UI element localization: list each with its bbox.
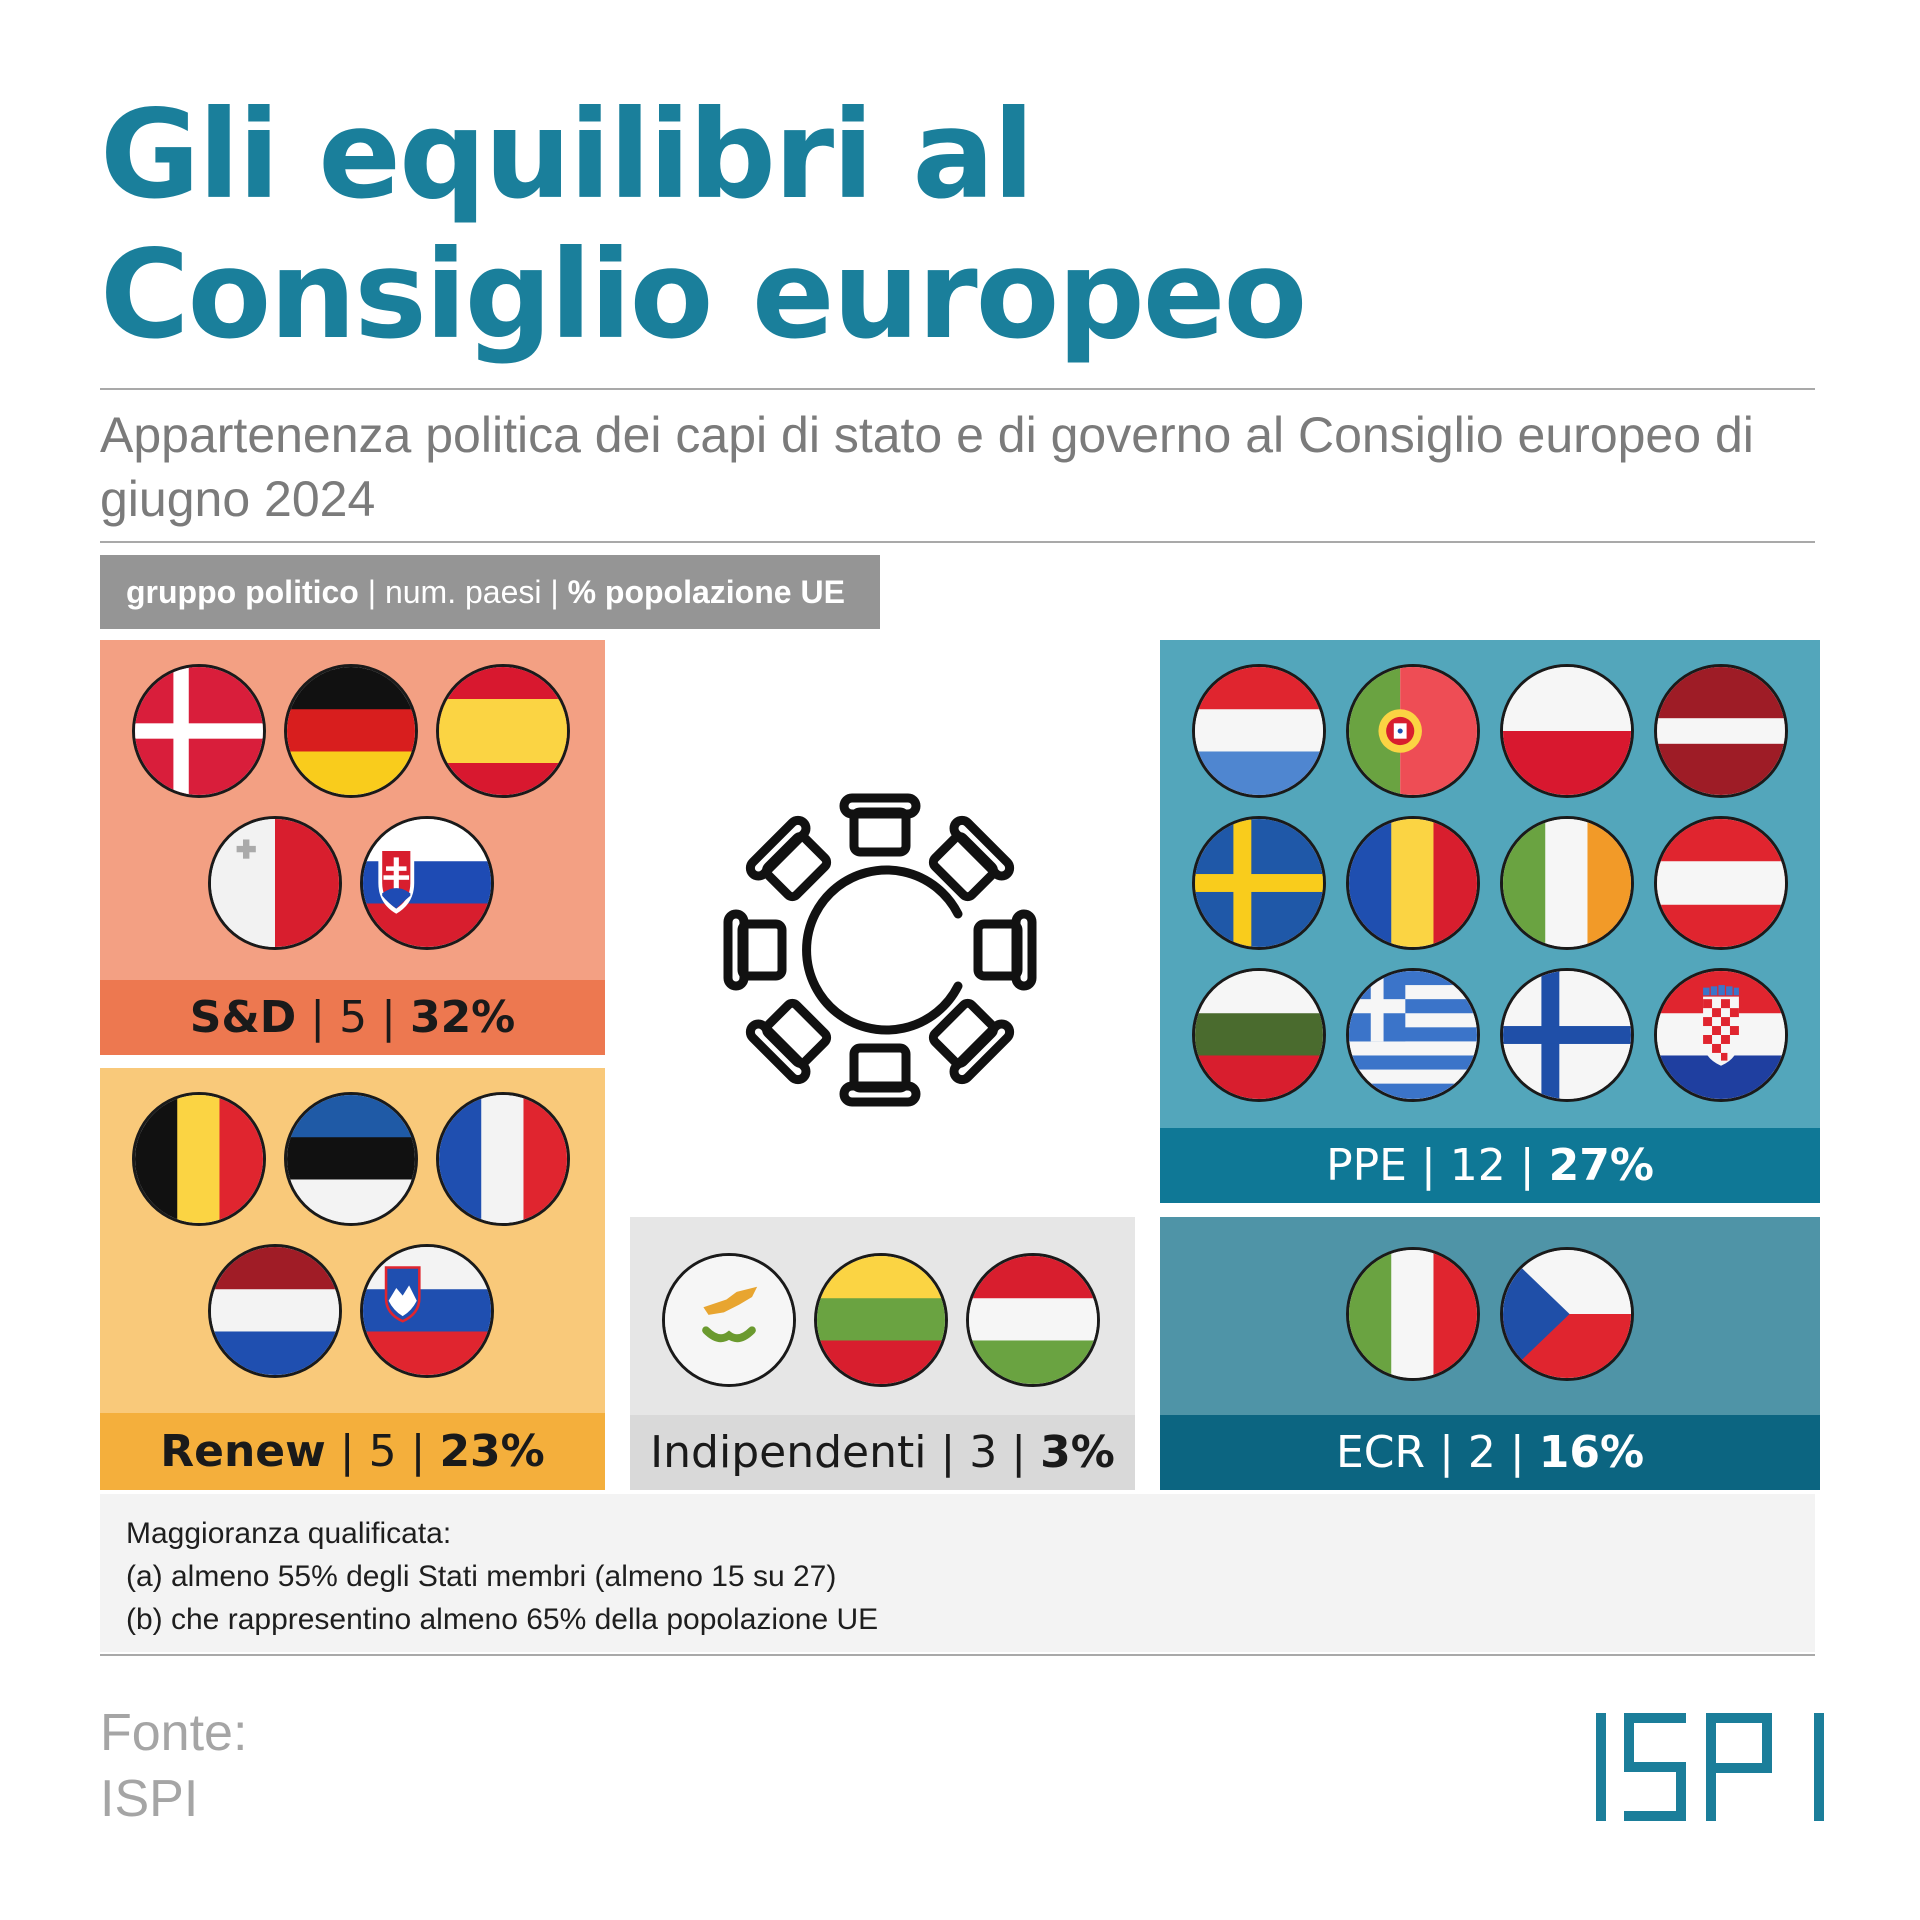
group-population: 23% xyxy=(439,1426,545,1477)
group-panel-sd: S&D | 5 | 32% xyxy=(100,640,605,1055)
legend-separator: | xyxy=(541,574,568,610)
group-name: Indipendenti xyxy=(650,1427,927,1478)
slovakia-flag xyxy=(360,816,494,950)
round-table-icon xyxy=(723,793,1037,1107)
ireland-flag xyxy=(1500,816,1634,950)
source-label: Fonte: xyxy=(100,1704,248,1762)
group-population: 3% xyxy=(1040,1427,1115,1478)
group-population: 32% xyxy=(409,992,516,1043)
germany-flag xyxy=(284,664,418,798)
luxembourg-flag xyxy=(1192,664,1326,798)
hungary-flag xyxy=(966,1253,1100,1387)
source: Fonte: ISPI xyxy=(100,1700,247,1832)
spain-flag xyxy=(436,664,570,798)
title-line-2: Consiglio europeo xyxy=(100,224,1307,366)
group-population: 16% xyxy=(1538,1427,1645,1478)
czechia-flag xyxy=(1500,1247,1634,1381)
subtitle: Appartenenza politica dei capi di stato … xyxy=(100,407,1754,527)
portugal-flag xyxy=(1346,664,1480,798)
qualified-majority-note: Maggioranza qualificata: (a) almeno 55% … xyxy=(100,1494,1815,1652)
source-value: ISPI xyxy=(100,1770,199,1828)
legend-group: gruppo politico xyxy=(126,574,359,610)
latvia-flag xyxy=(1654,664,1788,798)
legend-countries: num. paesi xyxy=(384,574,542,610)
france-flag xyxy=(436,1092,570,1226)
denmark-flag xyxy=(132,664,266,798)
divider-top xyxy=(100,388,1815,390)
group-name: PPE xyxy=(1326,1140,1407,1191)
legend-bar: gruppo politico | num. paesi | % popolaz… xyxy=(100,555,880,629)
group-name: S&D xyxy=(189,992,297,1043)
divider-bottom xyxy=(100,1654,1815,1656)
group-name: Renew xyxy=(160,1426,326,1477)
finland-flag xyxy=(1500,968,1634,1102)
sweden-flag xyxy=(1192,816,1326,950)
label-separator: | xyxy=(1420,1140,1436,1191)
label-separator: | xyxy=(1011,1427,1027,1478)
label-separator: | xyxy=(1519,1140,1535,1191)
label-separator: | xyxy=(381,992,396,1043)
group-label-ppe: PPE | 12 | 27% xyxy=(1160,1128,1820,1203)
group-panel-renew: Renew | 5 | 23% xyxy=(100,1068,605,1490)
slovenia-flag xyxy=(360,1244,494,1378)
lithuania-flag xyxy=(814,1253,948,1387)
title-line-1: Gli equilibri al xyxy=(100,84,1035,226)
estonia-flag xyxy=(284,1092,418,1226)
austria-flag xyxy=(1654,816,1788,950)
group-label-sd: S&D | 5 | 32% xyxy=(100,980,605,1055)
group-countries: 2 xyxy=(1467,1427,1496,1478)
note-heading: Maggioranza qualificata: xyxy=(126,1517,452,1550)
group-label-ecr: ECR | 2 | 16% xyxy=(1160,1415,1820,1490)
label-separator: | xyxy=(940,1427,956,1478)
legend-population: % popolazione UE xyxy=(567,574,845,610)
label-separator: | xyxy=(410,1426,426,1477)
croatia-flag xyxy=(1654,968,1788,1102)
group-label-indipendenti: Indipendenti | 3 | 3% xyxy=(630,1415,1135,1490)
label-separator: | xyxy=(1509,1427,1525,1478)
group-population: 27% xyxy=(1548,1140,1654,1191)
belgium-flag xyxy=(132,1092,266,1226)
netherlands-flag xyxy=(208,1244,342,1378)
group-countries: 5 xyxy=(368,1426,397,1477)
italy-flag xyxy=(1346,1247,1480,1381)
note-line-a: (a) almeno 55% degli Stati membri (almen… xyxy=(126,1560,837,1593)
page-title: Gli equilibri al Consiglio europeo xyxy=(100,85,1600,365)
label-separator: | xyxy=(1439,1427,1454,1478)
group-countries: 5 xyxy=(339,992,368,1043)
divider-middle xyxy=(100,541,1815,543)
note-line-b: (b) che rappresentino almeno 65% della p… xyxy=(126,1603,879,1636)
group-name: ECR xyxy=(1335,1427,1426,1478)
poland-flag xyxy=(1500,664,1634,798)
malta-flag xyxy=(208,816,342,950)
romania-flag xyxy=(1346,816,1480,950)
group-panel-ecr: ECR | 2 | 16% xyxy=(1160,1217,1820,1490)
group-panel-ppe: PPE | 12 | 27% xyxy=(1160,640,1820,1203)
group-label-renew: Renew | 5 | 23% xyxy=(100,1413,605,1490)
ispi-logo xyxy=(1596,1713,1824,1821)
label-separator: | xyxy=(339,1426,355,1477)
group-panel-indipendenti: Indipendenti | 3 | 3% xyxy=(630,1217,1135,1490)
label-separator: | xyxy=(310,992,326,1043)
greece-flag xyxy=(1346,968,1480,1102)
legend-separator: | xyxy=(358,574,385,610)
group-countries: 3 xyxy=(969,1427,998,1478)
cyprus-flag xyxy=(662,1253,796,1387)
group-countries: 12 xyxy=(1449,1140,1506,1191)
bulgaria-flag xyxy=(1192,968,1326,1102)
